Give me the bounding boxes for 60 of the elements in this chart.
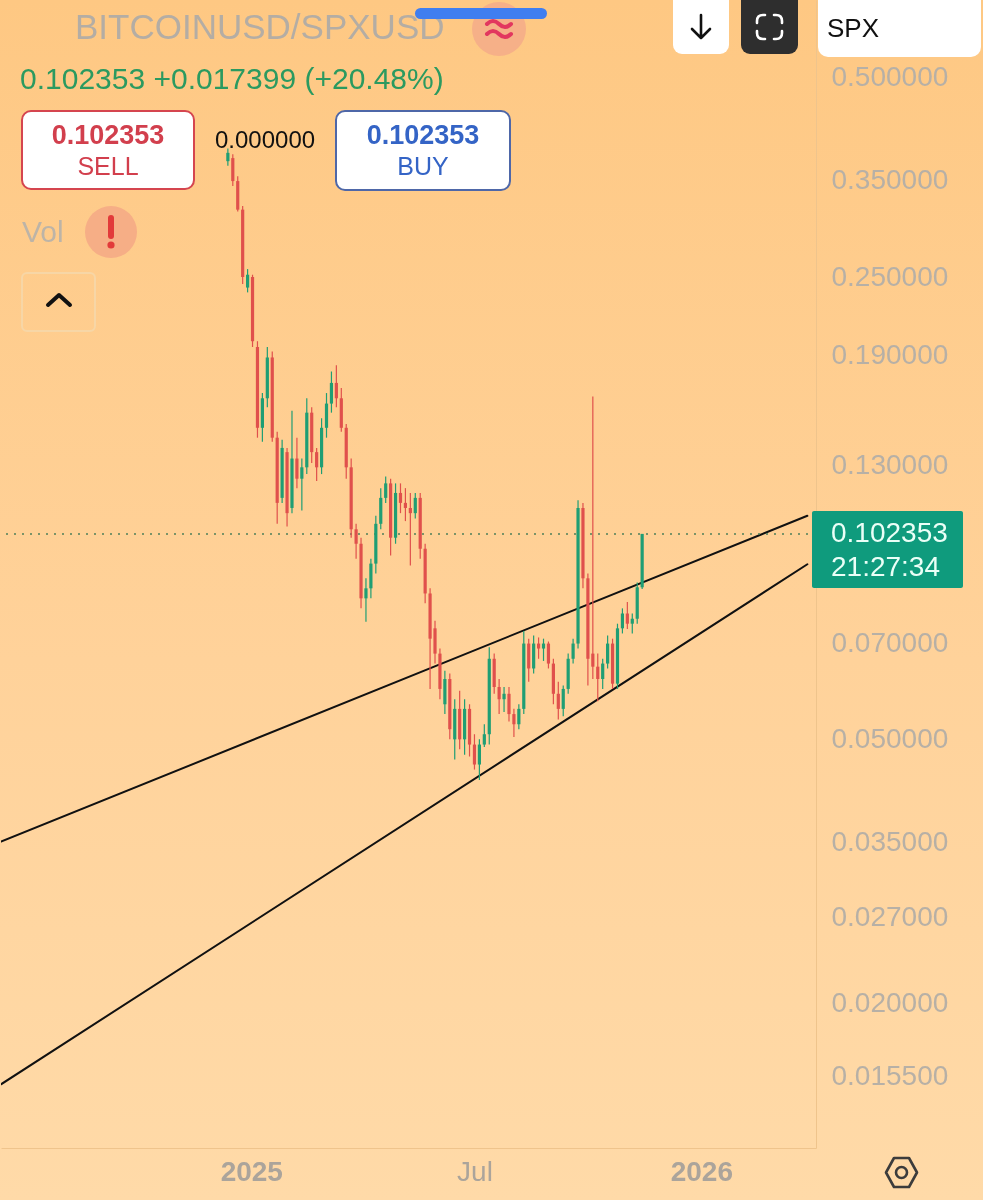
candlestick (477, 738, 481, 781)
y-tick-label: 0.350000 (831, 163, 949, 195)
y-tick-label: 0.050000 (831, 723, 949, 755)
candlestick (482, 723, 486, 748)
candlestick (625, 601, 629, 630)
annotation: 0.000000 (215, 126, 316, 153)
y-tick-label: 0.130000 (831, 448, 949, 480)
candlestick (561, 684, 565, 717)
annotation: 0.102353 (50, 120, 166, 150)
x-tick-label: 2025 (220, 1155, 283, 1187)
x-tick-label: 2026 (670, 1155, 733, 1187)
candlestick (413, 492, 417, 520)
candlestick (591, 395, 595, 680)
candlestick (398, 482, 403, 514)
candlestick (231, 153, 235, 187)
y-tick-label: 0.015500 (831, 1060, 949, 1092)
candlestick (571, 638, 575, 665)
annotation: 0.102353 (365, 120, 481, 150)
candlestick (300, 457, 304, 512)
buy-button: 0.102353 BUY (335, 110, 511, 191)
candlestick (606, 634, 610, 670)
search-field: SPX (818, 0, 981, 57)
candlestick (517, 703, 521, 730)
y-tick-label: 0.500000 (831, 61, 949, 93)
x-tick-label: Jul (457, 1155, 493, 1187)
candlestick (546, 640, 551, 670)
candlestick (512, 708, 516, 738)
candlestick (630, 612, 634, 635)
candlestick (295, 437, 299, 489)
candlestick (246, 268, 250, 293)
candlestick (334, 364, 338, 408)
candlestick (502, 686, 506, 713)
chart-title: BITCOINUSD/SPXUSD (75, 7, 445, 46)
candlestick (541, 638, 546, 662)
annotation: SELL (76, 152, 140, 180)
sell-button: 0.102353 SELL (21, 110, 195, 190)
y-tick-label: 0.020000 (831, 986, 949, 1018)
y-tick-label: 0.070000 (831, 626, 949, 658)
candlestick (556, 681, 560, 720)
candlestick (354, 523, 358, 560)
candlestick (329, 370, 334, 414)
y-tick-label: 0.250000 (831, 260, 949, 292)
ref-line-label: 0.102353 (831, 516, 948, 548)
text: 21:27:34 (831, 550, 940, 582)
candlestick (384, 475, 388, 504)
candlestick (403, 487, 408, 522)
annotation: BUY (396, 152, 450, 180)
candlestick (315, 447, 319, 482)
y-tick-label: 0.027000 (831, 900, 949, 932)
candlestick (472, 733, 477, 771)
candlestick (601, 658, 605, 690)
y-tick-label: 0.035000 (831, 826, 949, 858)
candlestick (507, 686, 511, 723)
annotation: Vol (22, 215, 64, 248)
candlestick (536, 636, 541, 660)
candlestick (596, 653, 600, 702)
candlestick (364, 577, 368, 623)
text: 0.102353 +0.017399 (+20.48%) (20, 62, 444, 95)
y-tick-label: 0.190000 (831, 339, 949, 371)
candlestick (497, 678, 501, 715)
